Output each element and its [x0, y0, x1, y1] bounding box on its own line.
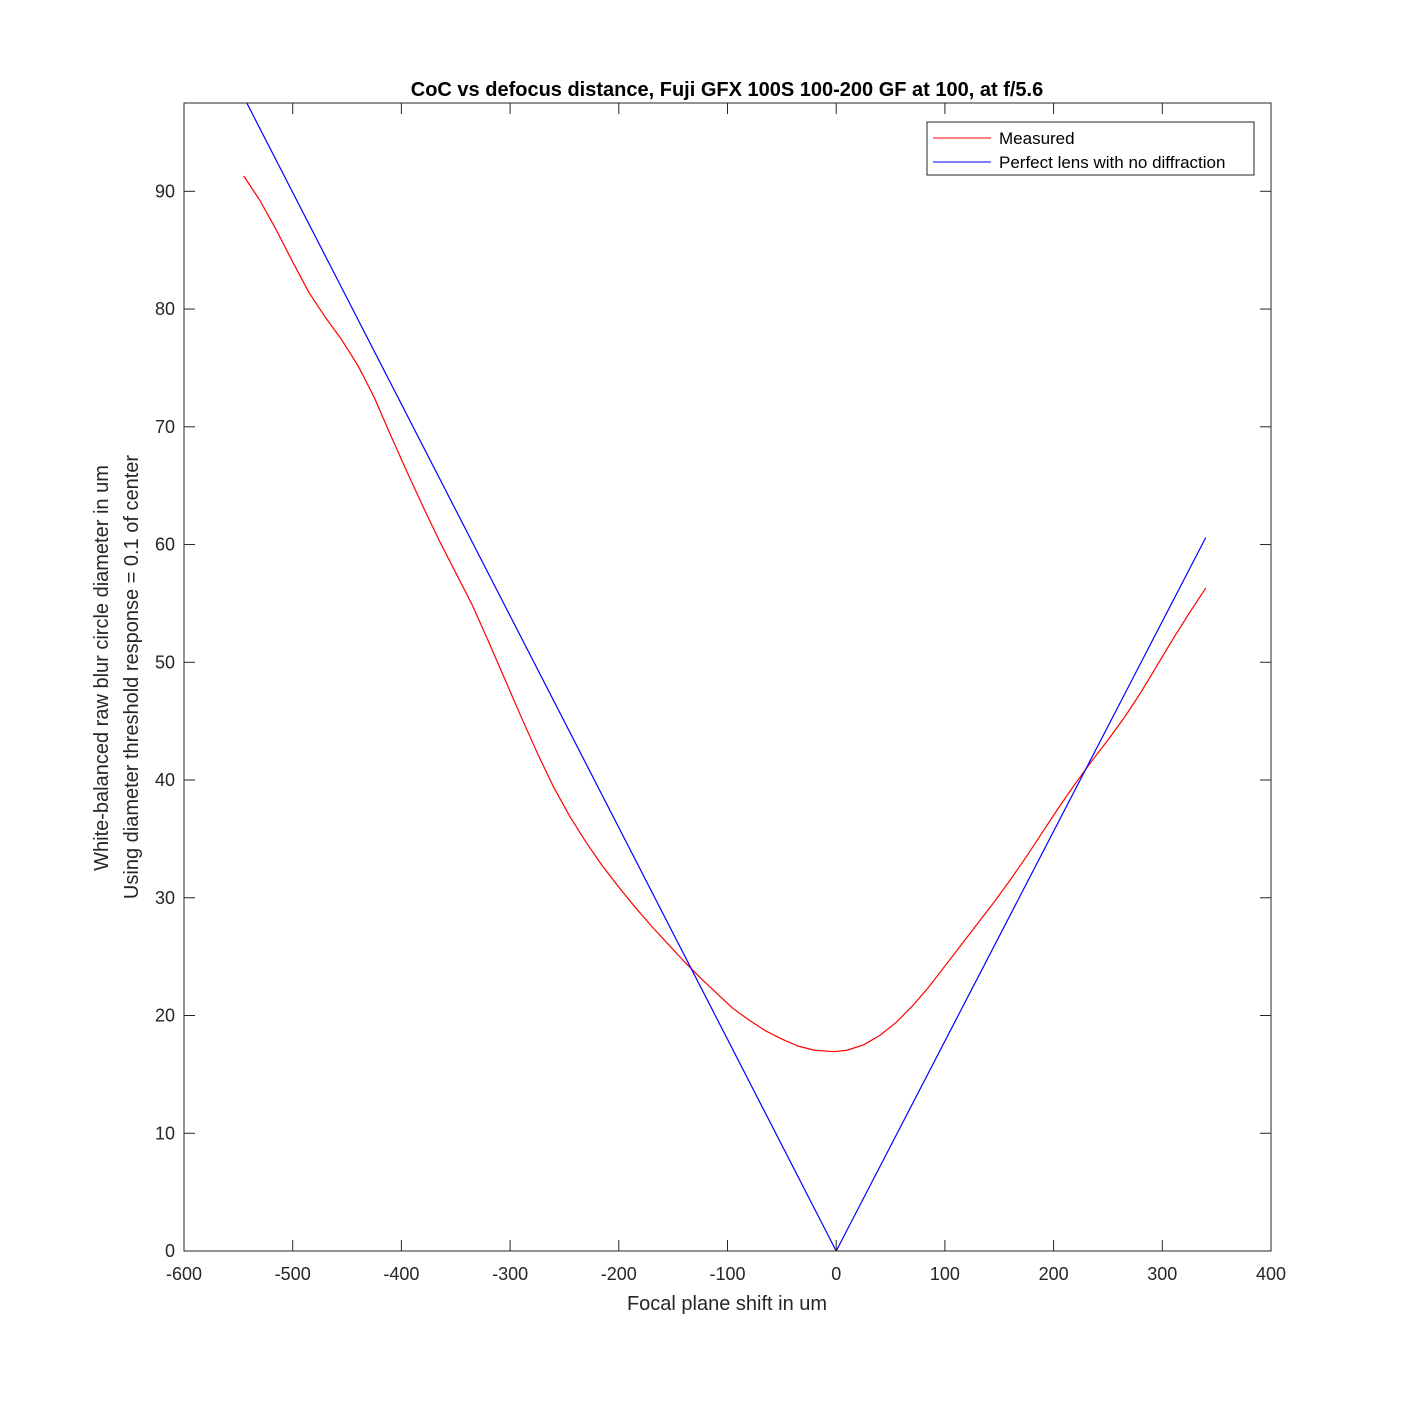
x-tick-label: -300	[492, 1264, 528, 1284]
plot-area	[184, 103, 1271, 1251]
legend-label-measured: Measured	[999, 129, 1075, 148]
x-tick-label: 400	[1256, 1264, 1286, 1284]
y-tick-label: 20	[155, 1006, 175, 1026]
x-tick-label: -200	[601, 1264, 637, 1284]
y-tick-label: 90	[155, 181, 175, 201]
y-tick-label: 70	[155, 417, 175, 437]
x-tick-label: -100	[709, 1264, 745, 1284]
x-tick-label: 0	[831, 1264, 841, 1284]
ticks-layer: -600 -500 -400 -300 -200 -100 0 100 200 300 400 0 10…	[155, 103, 1286, 1284]
y-tick-label: 60	[155, 535, 175, 555]
y-tick-label: 50	[155, 652, 175, 672]
series-line-perfect-lens	[246, 103, 1207, 1251]
legend: Measured Perfect lens with no diffractio…	[926, 121, 1255, 176]
y-tick-label: 40	[155, 770, 175, 790]
x-axis-label: Focal plane shift in um	[627, 1293, 827, 1315]
x-tick-label: 200	[1039, 1264, 1069, 1284]
y-axis-label-line-2: Using diameter threshold response = 0.1 …	[121, 455, 143, 899]
x-tick-label: -600	[166, 1264, 202, 1284]
y-tick-label: 0	[165, 1241, 175, 1261]
y-tick-label: 30	[155, 888, 175, 908]
chart-title: CoC vs defocus distance, Fuji GFX 100S 1…	[411, 79, 1043, 101]
x-tick-label: 100	[930, 1264, 960, 1284]
axes-box	[183, 102, 1272, 1252]
x-tick-label: 300	[1147, 1264, 1177, 1284]
x-tick-label: -400	[383, 1264, 419, 1284]
y-tick-label: 10	[155, 1123, 175, 1143]
legend-label-perfect-lens: Perfect lens with no diffraction	[999, 153, 1225, 172]
x-tick-label: -500	[275, 1264, 311, 1284]
y-tick-label: 80	[155, 299, 175, 319]
series-layer	[243, 103, 1207, 1251]
series-line-measured	[243, 175, 1207, 1053]
y-axis-label-line-1: White-balanced raw blur circle diameter …	[91, 465, 113, 871]
legend-box	[926, 121, 1255, 176]
